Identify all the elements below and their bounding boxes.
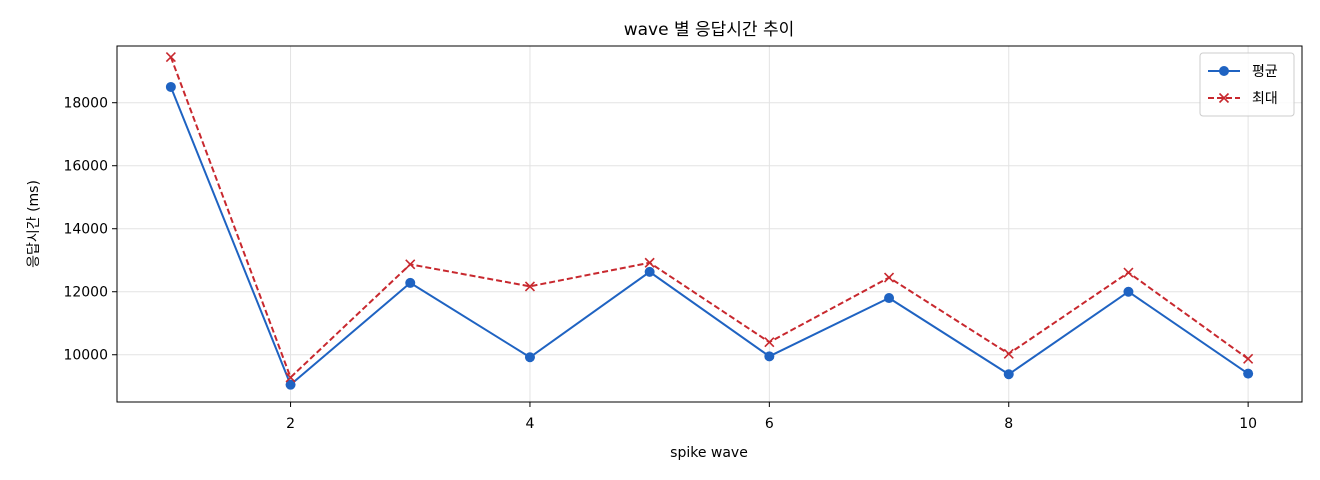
- data-point: [883, 272, 895, 283]
- legend-label: 평균: [1252, 64, 1278, 80]
- y-tick-label: 12000: [63, 285, 108, 301]
- data-point: [1123, 286, 1134, 297]
- series-mean: [165, 81, 1254, 390]
- data-point: [1243, 368, 1254, 379]
- y-tick-label: 16000: [63, 159, 108, 175]
- y-axis-title: 응답시간 (ms): [26, 180, 42, 268]
- data-point: [764, 337, 775, 348]
- x-axis-title: spike wave: [670, 445, 748, 461]
- data-point: [884, 293, 895, 304]
- y-tick-label: 14000: [63, 222, 108, 238]
- x-tick-label: 2: [286, 416, 295, 432]
- data-point: [285, 379, 296, 390]
- y-tick-label: 10000: [63, 348, 108, 364]
- data-point: [524, 281, 536, 292]
- data-point: [1123, 267, 1134, 278]
- chart-title: wave 별 응답시간 추이: [624, 20, 795, 40]
- x-axis: 2 4 6 8 10: [286, 402, 1257, 432]
- data-point: [405, 277, 416, 288]
- series-max: [165, 51, 1254, 383]
- legend-label: 최대: [1252, 91, 1278, 107]
- x-tick-label: 4: [525, 416, 534, 432]
- data-point: [764, 351, 775, 362]
- legend-marker: [1219, 66, 1229, 76]
- data-point: [644, 266, 655, 277]
- data-point: [1003, 369, 1014, 380]
- plot-frame: [116, 45, 1303, 403]
- y-tick-label: 18000: [63, 96, 108, 112]
- y-axis: 10000 12000 14000 16000 18000: [63, 96, 117, 364]
- data-point: [524, 352, 535, 363]
- x-tick-label: 6: [765, 416, 774, 432]
- grid: [117, 46, 1302, 402]
- x-tick-label: 8: [1004, 416, 1013, 432]
- series-line: [169, 56, 1249, 380]
- data-point: [285, 372, 296, 383]
- series-line: [169, 86, 1249, 387]
- x-tick-label: 10: [1239, 416, 1257, 432]
- data-point: [1243, 353, 1254, 364]
- legend-box: [1199, 52, 1295, 117]
- data-point: [165, 51, 176, 63]
- legend-item: 최대: [1208, 91, 1278, 107]
- data-point: [405, 259, 416, 270]
- data-point: [165, 81, 176, 92]
- data-point: [644, 257, 655, 268]
- data-point: [1003, 348, 1014, 359]
- legend-item: 평균: [1208, 64, 1278, 80]
- legend-marker: [1218, 92, 1230, 104]
- series-layer: [165, 51, 1254, 390]
